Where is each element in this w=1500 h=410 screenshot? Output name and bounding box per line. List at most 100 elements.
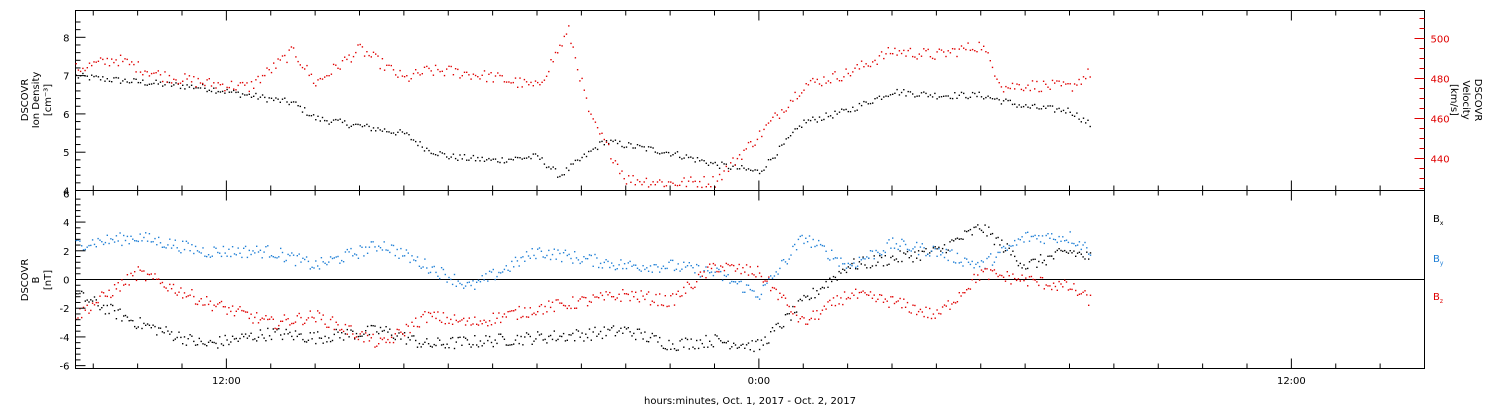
by-point: [967, 261, 970, 263]
bz-point: [481, 323, 483, 325]
velocity-point: [450, 65, 452, 68]
bz-point: [361, 331, 363, 333]
density-point: [106, 78, 108, 80]
bx-point: [535, 338, 537, 340]
bz-point: [953, 301, 955, 304]
bx-point: [808, 298, 811, 301]
density-point: [341, 121, 344, 124]
bz-point: [747, 274, 750, 276]
by-point: [792, 245, 794, 248]
bx-point: [614, 335, 617, 337]
density-point: [233, 89, 235, 92]
bz-point: [159, 282, 162, 285]
velocity-point: [896, 54, 898, 56]
velocity-point: [91, 64, 93, 67]
by-point: [280, 247, 282, 250]
bz-point: [647, 291, 650, 293]
bx-point: [280, 334, 282, 336]
velocity-point: [204, 84, 206, 87]
bz-point: [283, 314, 286, 316]
velocity-point: [807, 84, 810, 86]
bz-point: [973, 273, 975, 276]
velocity-point: [634, 184, 636, 186]
bx-point: [470, 346, 472, 348]
bz-point: [601, 294, 604, 297]
velocity-point: [663, 185, 665, 188]
density-point: [1049, 105, 1051, 107]
by-point: [451, 283, 454, 286]
velocity-point: [548, 70, 550, 73]
bx-point: [407, 336, 409, 339]
by-point: [611, 262, 613, 264]
velocity-point: [867, 65, 869, 67]
by-point: [488, 270, 491, 272]
density-point: [825, 112, 827, 114]
by-point: [812, 238, 814, 241]
velocity-point: [705, 186, 707, 188]
bx-point: [429, 345, 432, 347]
density-point: [270, 97, 273, 99]
density-point: [122, 80, 124, 82]
density-point: [858, 102, 861, 105]
density-point: [483, 160, 486, 162]
bz-point: [773, 287, 776, 289]
bx-point: [298, 333, 300, 335]
bz-point: [912, 304, 914, 306]
velocity-point: [1051, 79, 1054, 82]
by-point: [890, 247, 892, 249]
bz-point: [623, 293, 626, 295]
bz-point: [542, 313, 544, 315]
velocity-point: [479, 78, 481, 80]
by-point: [647, 270, 650, 272]
velocity-tick-label: 480: [1431, 75, 1450, 86]
bx-point: [892, 255, 894, 257]
bx-point: [849, 267, 851, 269]
density-point: [765, 166, 767, 168]
bx-point: [823, 287, 825, 289]
velocity-point: [998, 82, 1000, 84]
density-point: [778, 145, 781, 147]
density-point: [408, 134, 410, 136]
bz-point: [383, 337, 385, 339]
by-point: [1047, 233, 1049, 235]
by-point: [703, 270, 705, 272]
velocity-point: [139, 71, 142, 73]
velocity-point: [319, 77, 321, 80]
by-point: [618, 264, 620, 266]
density-point: [931, 96, 934, 98]
bz-point: [875, 300, 877, 303]
bx-point: [919, 259, 922, 261]
bz-point: [466, 320, 469, 322]
by-point: [910, 250, 912, 252]
bz-point: [816, 310, 818, 312]
density-point: [854, 110, 856, 112]
by-point: [564, 249, 567, 251]
bz-point: [261, 317, 263, 319]
bz-point: [204, 304, 206, 306]
by-point: [1067, 241, 1070, 244]
velocity-point: [690, 176, 692, 178]
by-point: [91, 239, 94, 241]
density-point: [117, 77, 120, 79]
by-point: [241, 256, 243, 259]
velocity-point: [1073, 83, 1076, 85]
density-point: [452, 153, 455, 155]
bx-point: [681, 338, 683, 341]
density-point: [803, 119, 805, 121]
density-point: [699, 160, 701, 162]
bz-point: [986, 268, 988, 270]
velocity-point: [789, 99, 792, 102]
bx-point: [757, 339, 759, 341]
by-point: [988, 256, 990, 258]
bz-point: [513, 310, 515, 312]
by-point: [374, 246, 376, 248]
by-point: [904, 243, 907, 246]
by-point: [315, 260, 317, 262]
density-point: [525, 157, 528, 159]
density-point: [1060, 110, 1062, 113]
density-point: [639, 144, 641, 147]
bx-point: [596, 335, 598, 337]
bz-point: [699, 271, 702, 273]
velocity-point: [1005, 85, 1007, 88]
